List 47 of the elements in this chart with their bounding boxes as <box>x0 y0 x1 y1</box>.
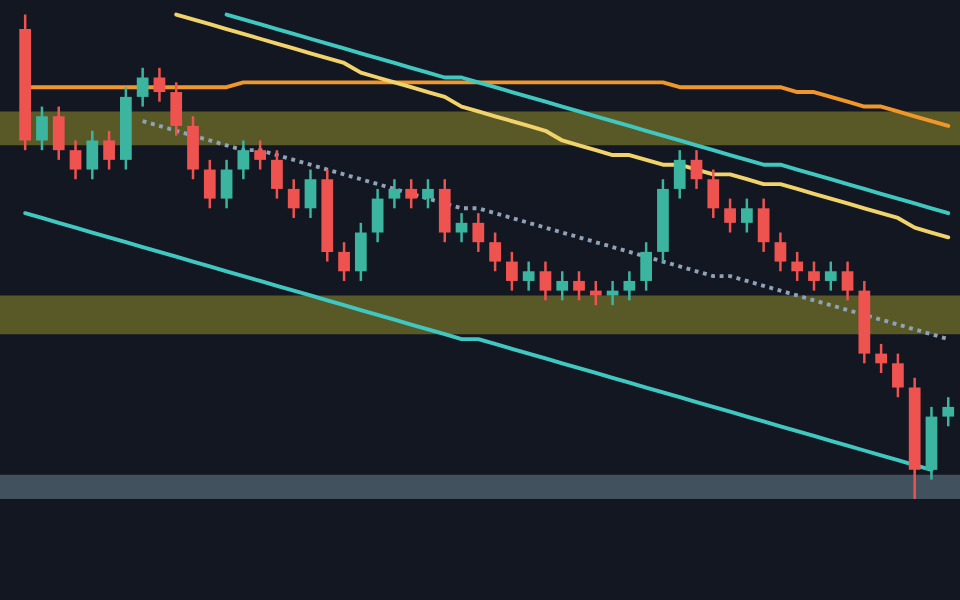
candlestick <box>271 148 283 200</box>
candlestick <box>757 197 770 254</box>
candlestick <box>707 168 720 220</box>
candlestick <box>539 260 552 302</box>
candlestick <box>506 250 518 292</box>
candlestick <box>136 66 149 108</box>
candlestick <box>237 139 250 181</box>
candlestick <box>371 187 384 244</box>
candlestick <box>489 231 501 273</box>
candlestick <box>522 260 535 292</box>
candlestick <box>254 139 267 171</box>
candlestick <box>170 81 183 137</box>
candlestick <box>875 342 887 375</box>
candlestick <box>52 105 65 162</box>
candlestick <box>69 139 82 181</box>
candlestick <box>103 129 115 171</box>
candlestick <box>724 197 736 234</box>
candlestick <box>808 260 820 292</box>
candlestick <box>556 270 569 302</box>
candlestick <box>36 105 48 152</box>
candlestick <box>690 148 703 191</box>
candlestick <box>422 177 434 210</box>
candlestick <box>740 197 753 234</box>
candlestick <box>573 270 585 302</box>
candlestick <box>438 177 451 244</box>
candlestick <box>673 148 686 200</box>
candlestick <box>824 260 837 292</box>
candlestick <box>203 158 216 210</box>
candlestick <box>841 260 854 302</box>
candlestick <box>623 270 636 302</box>
candlestick <box>354 221 367 283</box>
candlestick <box>287 177 300 220</box>
candlestick <box>640 240 653 292</box>
candlestick <box>942 395 955 428</box>
candlestick <box>774 231 787 273</box>
candlestick <box>86 129 99 181</box>
candlestick <box>791 250 804 283</box>
candlestick <box>892 352 904 399</box>
candlestick <box>338 240 350 283</box>
candlestick <box>304 168 317 220</box>
candlestick <box>153 66 166 103</box>
candlestick <box>388 177 401 210</box>
candlestick <box>187 115 199 181</box>
candlestick <box>405 177 418 210</box>
candlestick <box>472 211 485 254</box>
candlestick <box>220 158 233 210</box>
candlestick <box>455 211 468 244</box>
